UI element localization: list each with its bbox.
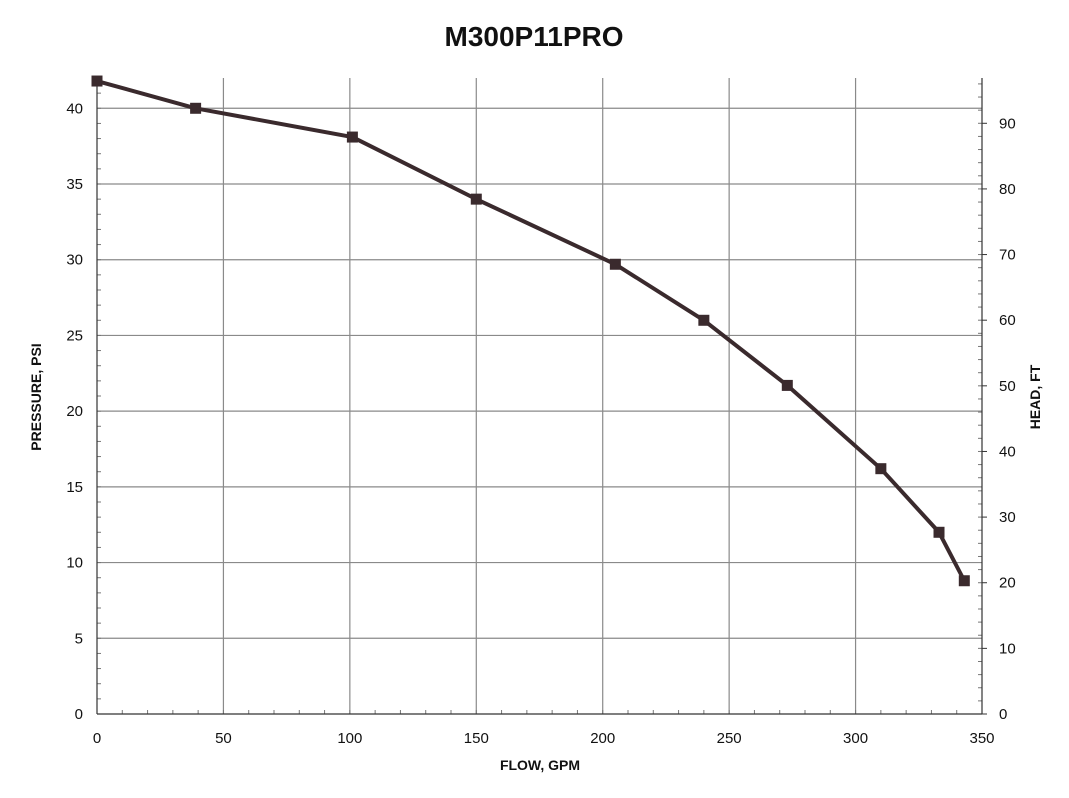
y2-tick-label: 70 [999,247,1016,264]
series [91,75,970,587]
x-tick-label: 300 [843,730,868,747]
data-point-marker [958,575,970,587]
y2-tick-label: 0 [999,706,1007,723]
grid [97,78,982,714]
x-tick-label: 0 [93,730,101,747]
data-point-marker [875,463,887,475]
y2-tick-label: 50 [999,378,1016,395]
y-tick-label: 0 [75,706,83,723]
y-tick-label: 35 [66,176,83,193]
y2-tick-label: 40 [999,443,1016,460]
axes [96,77,987,715]
tick-labels: 0 50 100 150 200 250 300 350 0 5 10 15 20 25 30 35 40 0 10… [66,100,1015,747]
y2-tick-label: 30 [999,509,1016,526]
data-point-marker [781,379,793,391]
y2-tick-label: 10 [999,640,1016,657]
y-tick-label: 40 [66,100,83,117]
y2-tick-label: 60 [999,312,1016,329]
y-tick-label: 30 [66,252,83,269]
data-point-marker [91,75,103,87]
x-tick-label: 250 [717,730,742,747]
y-axis-label: PRESSURE, PSI [28,343,44,450]
x-tick-label: 200 [590,730,615,747]
data-point-marker [698,314,710,326]
data-point-marker [190,102,202,114]
y2-tick-label: 90 [999,115,1016,132]
x-tick-label: 100 [337,730,362,747]
data-point-marker [346,131,358,143]
y-tick-label: 15 [66,479,83,496]
series-line [96,79,967,582]
y-tick-label: 20 [66,403,83,420]
x-tick-label: 50 [215,730,232,747]
y-tick-label: 25 [66,327,83,344]
chart-title: M300P11PRO [445,21,624,52]
x-axis-label: FLOW, GPM [500,757,580,773]
data-point-marker [609,258,621,270]
x-tick-label: 150 [464,730,489,747]
y-tick-label: 5 [75,630,83,647]
x-tick-label: 350 [969,730,994,747]
y2-tick-label: 20 [999,575,1016,592]
data-point-marker [470,193,482,205]
y-tick-label: 10 [66,555,83,572]
data-point-marker [933,526,945,538]
y2-tick-label: 80 [999,181,1016,198]
y2-axis-label: HEAD, FT [1027,364,1043,429]
